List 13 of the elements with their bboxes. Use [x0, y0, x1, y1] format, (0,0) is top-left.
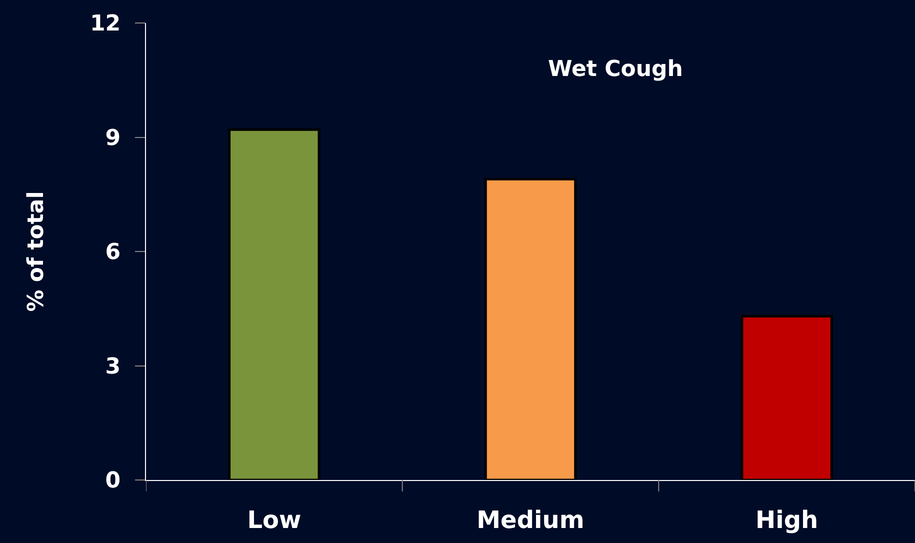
x-tick-label: High: [756, 506, 818, 534]
y-tick-label: 9: [105, 126, 121, 151]
bar: [228, 128, 320, 480]
text: Wet Cough: [548, 57, 683, 82]
y-axis-title: % of total: [24, 191, 49, 312]
y-tick-label: 3: [105, 354, 121, 380]
y-tick-label: 12: [90, 12, 121, 37]
y-tick-label: 6: [105, 240, 121, 266]
x-tick-label: Low: [247, 506, 302, 534]
y-tick-label: 0: [105, 468, 121, 494]
bar: [484, 178, 577, 480]
bar: [740, 314, 833, 480]
x-tick-label: Medium: [476, 506, 584, 534]
